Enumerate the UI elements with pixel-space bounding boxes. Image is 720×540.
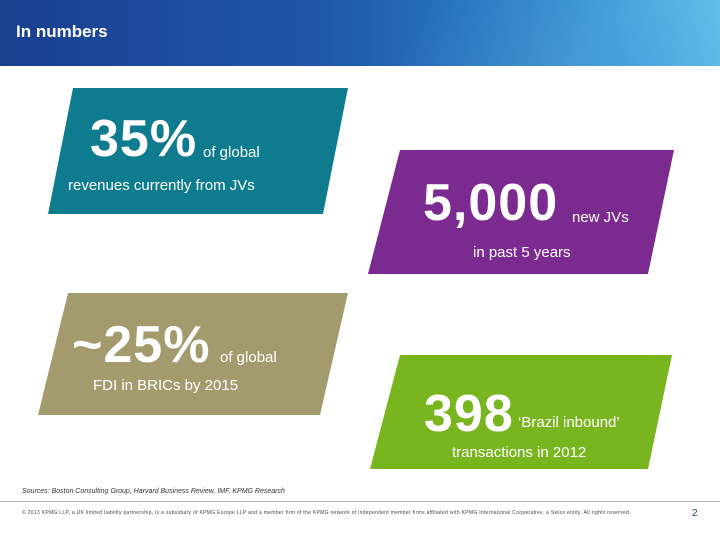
stat-box-brazil-inbound: 398 ‘Brazil inbound’ transactions in 201… — [370, 355, 672, 469]
stat-box-background — [368, 150, 674, 274]
stat-qualifier: of global — [203, 144, 260, 161]
stat-value: 35% — [90, 110, 198, 168]
stat-box-new-jvs: 5,000 new JVs in past 5 years — [368, 150, 674, 274]
stat-qualifier: of global — [220, 349, 277, 366]
stat-description: transactions in 2012 — [452, 444, 587, 461]
stat-value: 5,000 — [423, 174, 559, 232]
copyright-footer: © 2013 KPMG LLP, a UK limited liability … — [22, 510, 631, 516]
stat-description: in past 5 years — [473, 244, 571, 261]
header-decoration — [379, 0, 720, 66]
stat-box-fdi-brics: ~25% of global FDI in BRICs by 2015 — [38, 293, 348, 415]
footer-divider — [0, 501, 720, 502]
stat-description: FDI in BRICs by 2015 — [93, 377, 239, 394]
sources-note: Sources: Boston Consulting Group, Harvar… — [22, 488, 285, 495]
stat-box-background — [370, 355, 672, 469]
header-banner: In numbers — [0, 0, 720, 66]
stat-box-jv-revenues: 35% of global revenues currently from JV… — [48, 88, 348, 214]
stat-qualifier: ‘Brazil inbound’ — [518, 414, 620, 431]
stat-box-background — [48, 88, 348, 214]
stat-description: revenues currently from JVs — [68, 177, 255, 194]
stat-qualifier: new JVs — [572, 209, 629, 226]
page-title: In numbers — [16, 22, 108, 41]
stat-box-background — [38, 293, 348, 415]
stat-value: ~25% — [72, 316, 211, 374]
page-number: 2 — [692, 508, 698, 519]
stat-value: 398 — [424, 385, 514, 443]
